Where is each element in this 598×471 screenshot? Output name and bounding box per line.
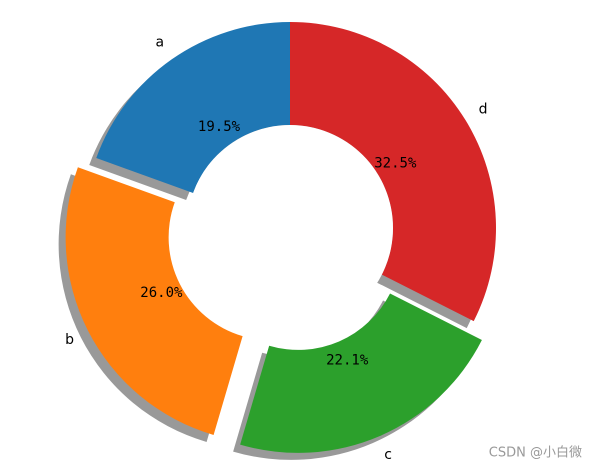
category-label: c xyxy=(384,447,392,463)
wedges xyxy=(65,22,496,453)
wedge xyxy=(96,22,290,193)
wedge xyxy=(65,167,243,435)
value-label: 32.5% xyxy=(374,155,417,171)
category-label: d xyxy=(479,101,488,117)
value-label: 19.5% xyxy=(198,119,241,135)
wedge xyxy=(290,22,496,322)
labels: 19.5% a 26.0% b 22.1% c 32.5% d xyxy=(65,35,487,463)
category-label: b xyxy=(65,332,74,348)
value-label: 22.1% xyxy=(326,352,369,368)
donut-hole xyxy=(187,125,393,331)
watermark: CSDN @小白微 xyxy=(489,445,582,461)
category-label: a xyxy=(156,35,165,51)
wedge xyxy=(240,293,482,453)
value-label: 26.0% xyxy=(140,285,183,301)
